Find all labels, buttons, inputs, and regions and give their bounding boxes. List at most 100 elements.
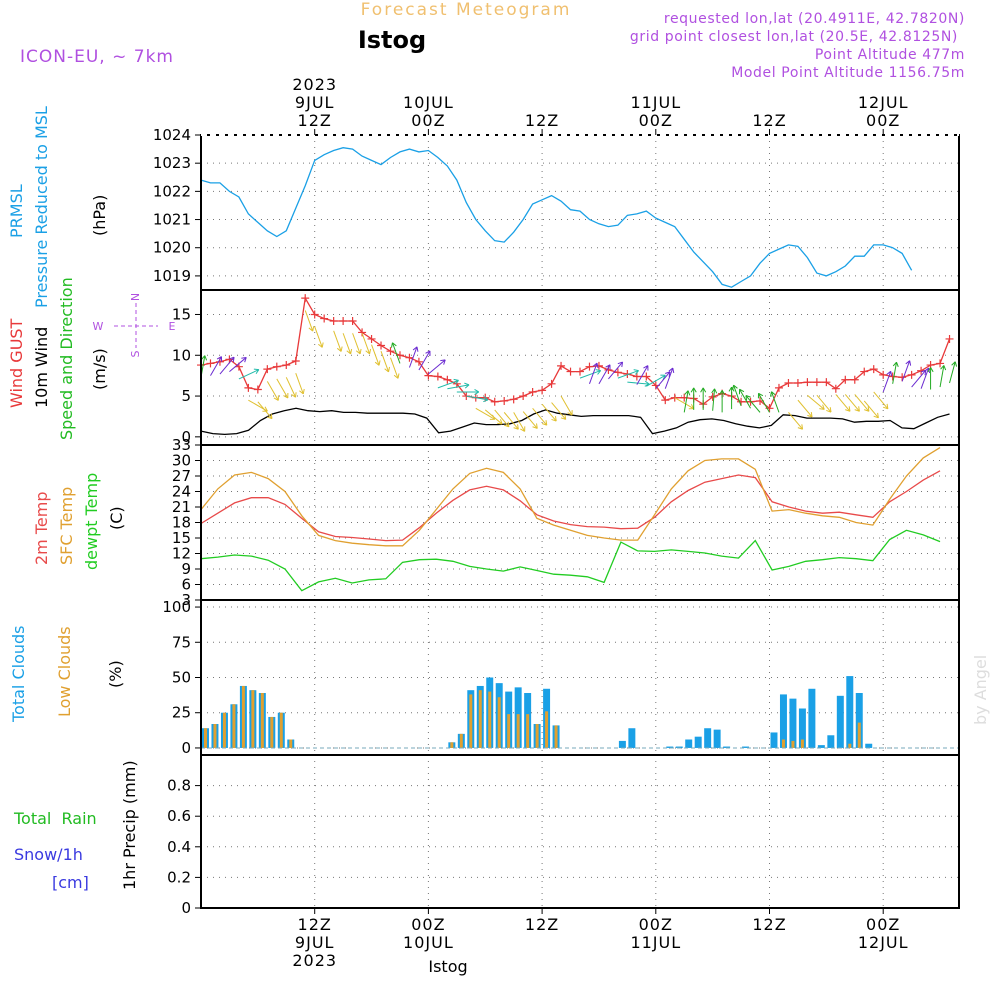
xtick-label-top: 10JUL: [403, 93, 454, 112]
gust-marker: [528, 387, 537, 396]
wind-arrow: [475, 407, 496, 420]
wind-arrowhead: [732, 384, 738, 391]
low-cloud-bar: [526, 714, 530, 748]
wind-arrow: [770, 391, 780, 413]
wind-arrowhead: [253, 368, 260, 375]
xtick-label-bottom: 11JUL: [630, 933, 681, 952]
compass-icon: N S W E: [93, 293, 176, 358]
wind-arrowhead: [425, 350, 431, 356]
gust-marker: [613, 368, 622, 377]
pressure-labels: PRMSL Pressure Reduced to MSL (hPa): [7, 106, 109, 308]
wind-arrow: [844, 394, 860, 412]
wind-arrow: [551, 402, 567, 420]
wind-arrow: [835, 394, 851, 412]
total-cloud-bar: [827, 735, 835, 748]
ytick-label: 0.2: [167, 868, 191, 886]
gust-marker: [822, 378, 831, 387]
gust-marker: [329, 317, 338, 325]
wind-arrow: [598, 364, 611, 385]
low-cloud-bar: [289, 739, 293, 748]
wind-arrow: [361, 333, 371, 355]
wind-arrowhead: [797, 424, 804, 430]
wind-arrow: [617, 370, 639, 379]
compass-n: N: [129, 293, 142, 301]
wind-arrowhead: [905, 360, 912, 366]
wind-arrow: [712, 388, 716, 411]
wind-arrowhead: [483, 396, 489, 403]
wind-arrowhead: [633, 369, 639, 375]
gust-marker: [490, 397, 499, 406]
ytick-label: 0: [181, 739, 191, 757]
xtick-label-top: 12Z: [298, 111, 332, 130]
requested-coords: requested lon,lat (20.4911E, 42.7820N): [664, 11, 965, 27]
frame-layer: [200, 134, 960, 909]
wind-arrowhead: [660, 374, 666, 380]
wind-labels: Wind GUST 10m Wind Speed and Direction (…: [7, 277, 176, 440]
total-cloud-bar: [865, 743, 873, 748]
rain-label: Total Rain: [13, 809, 97, 828]
model-point-altitude: Model Point Altitude 1156.75m: [731, 65, 965, 81]
snow-label: Snow/1h: [14, 845, 83, 864]
wind-arrow: [314, 326, 323, 348]
ytick-label: 50: [172, 669, 191, 687]
wind-arrowhead: [738, 388, 745, 395]
footer-location: Istog: [428, 957, 467, 976]
ytick-label: 1021: [153, 211, 191, 229]
cloud-labels: Total Clouds Low Clouds (%): [9, 626, 125, 724]
wind-arrow: [541, 403, 557, 422]
ytick-label: 21: [172, 498, 191, 516]
total-cloud-bar: [846, 676, 854, 748]
gust-marker: [803, 378, 812, 387]
wind-gust-label: Wind GUST: [7, 318, 26, 408]
wind-arrow: [646, 374, 666, 387]
low-cloud-bar: [232, 704, 236, 748]
wind-arrowhead: [241, 356, 247, 363]
wind-arrow: [494, 409, 510, 428]
wind-arrow: [466, 395, 489, 401]
temp-labels: 2m Temp SFC Temp dewpt Temp (C): [32, 473, 126, 570]
low-cloud-bar: [857, 722, 861, 748]
wind-arrowhead: [592, 362, 599, 369]
low-cloud-bar: [545, 711, 549, 748]
wind-arrow: [342, 333, 352, 355]
wind-arrow: [276, 378, 289, 399]
wind-arrow: [210, 356, 222, 376]
wind-arrowhead: [273, 395, 279, 401]
wind-arrowhead: [464, 382, 470, 389]
wind-arrowhead: [503, 421, 510, 428]
wind-arrow: [655, 371, 671, 390]
wind-arrowhead: [605, 364, 611, 370]
wind-arrowhead: [412, 346, 419, 352]
wind-arrow: [560, 395, 573, 416]
gust-marker: [850, 375, 859, 384]
low-cloud-bar: [450, 742, 454, 748]
wind-arrow: [816, 394, 832, 413]
wind-arrow: [333, 330, 342, 352]
gust-marker: [888, 372, 897, 381]
ytick-label: 0: [181, 428, 191, 446]
gust-marker: [557, 361, 566, 370]
wind-arrow: [664, 367, 674, 389]
xtick-label-top: 11JUL: [630, 93, 681, 112]
wind-arrow: [739, 388, 751, 409]
temp-2m-line: [200, 470, 941, 542]
ytick-label: 6: [181, 576, 191, 594]
gust-marker: [812, 378, 821, 387]
wind-arrowhead: [668, 367, 675, 374]
temp-sfc-line: [200, 447, 941, 547]
wind-arrow: [636, 365, 649, 385]
wind-arrow: [380, 351, 390, 373]
wind-arrowhead: [308, 326, 315, 332]
wind-arrowhead: [854, 406, 860, 412]
wind-arrowhead: [845, 406, 851, 412]
xtick-label-top: 9JUL: [295, 93, 335, 112]
total-cloud-bar: [742, 746, 750, 748]
xtick-label-bottom: 2023: [292, 951, 337, 970]
wind-arrowhead: [643, 365, 649, 371]
wind-dir-label: Speed and Direction: [57, 277, 76, 440]
wind-arrowhead: [951, 361, 958, 367]
gust-marker: [301, 294, 310, 303]
low-cloud-bar: [469, 694, 473, 748]
xtick-label-top: 12Z: [752, 111, 786, 130]
gust-marker: [253, 385, 262, 394]
